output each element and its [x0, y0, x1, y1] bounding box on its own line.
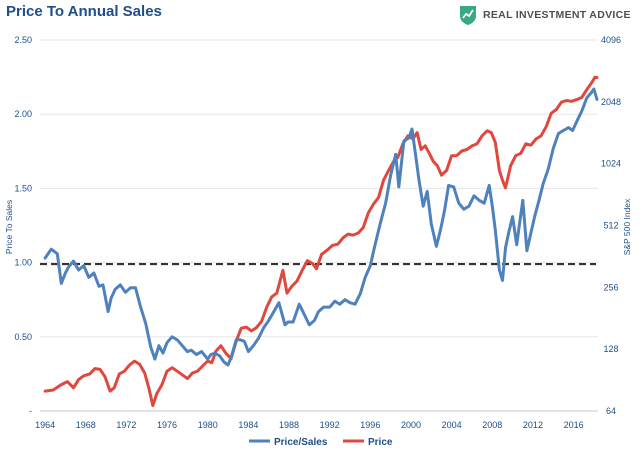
chart-title: Price To Annual Sales [6, 3, 162, 20]
y-axis-ticks: - 0.50 1.00 1.50 2.00 2.50 [14, 35, 32, 416]
brand-logo: REAL INVESTMENT ADVICE [458, 4, 631, 26]
x-tick-label: 1976 [157, 420, 177, 430]
x-tick-label: 1968 [76, 420, 96, 430]
series-lines [43, 75, 599, 408]
y-tick-label: 0.50 [14, 332, 32, 342]
x-tick-label: 1992 [320, 420, 340, 430]
y-tick-label: - [29, 406, 32, 416]
y2-tick-label: 2048 [601, 97, 621, 107]
y2-tick-label: 256 [603, 282, 618, 292]
x-axis-ticks: 1964 1968 1972 1976 1980 1984 1988 1992 1996 2000… [35, 420, 584, 430]
x-tick-label: 1984 [238, 420, 258, 430]
y2-tick-label: 4096 [601, 35, 621, 45]
legend-label-price-sales: Price/Sales [274, 437, 328, 448]
shield-chart-icon [460, 6, 476, 25]
y2-tick-label: 128 [603, 344, 618, 354]
y2-axis-ticks: 64 128 256 512 1024 2048 4096 [601, 35, 621, 416]
series-line-price-sales [43, 87, 599, 367]
x-tick-label: 2000 [401, 420, 421, 430]
brand-name: REAL INVESTMENT ADVICE [483, 9, 631, 21]
x-tick-label: 1972 [116, 420, 136, 430]
y-tick-label: 2.50 [14, 35, 32, 45]
y2-tick-label: 64 [606, 406, 616, 416]
y2-axis-label: S&P 500 Index [622, 198, 632, 255]
y-tick-label: 2.00 [14, 109, 32, 119]
x-tick-label: 2012 [523, 420, 543, 430]
y2-tick-label: 1024 [601, 159, 621, 169]
x-tick-label: 1980 [198, 420, 218, 430]
legend: Price/Sales Price [249, 437, 393, 448]
y-axis-label: Price To Sales [4, 200, 14, 254]
x-tick-label: 1964 [35, 420, 55, 430]
x-tick-label: 1988 [279, 420, 299, 430]
x-tick-label: 1996 [360, 420, 380, 430]
y-tick-label: 1.50 [14, 183, 32, 193]
x-tick-label: 2004 [442, 420, 462, 430]
y2-tick-label: 512 [603, 221, 618, 231]
x-tick-label: 2008 [482, 420, 502, 430]
y-tick-label: 1.00 [14, 258, 32, 268]
series-line-price [43, 75, 599, 408]
legend-label-price: Price [368, 437, 393, 448]
x-tick-label: 2016 [564, 420, 584, 430]
